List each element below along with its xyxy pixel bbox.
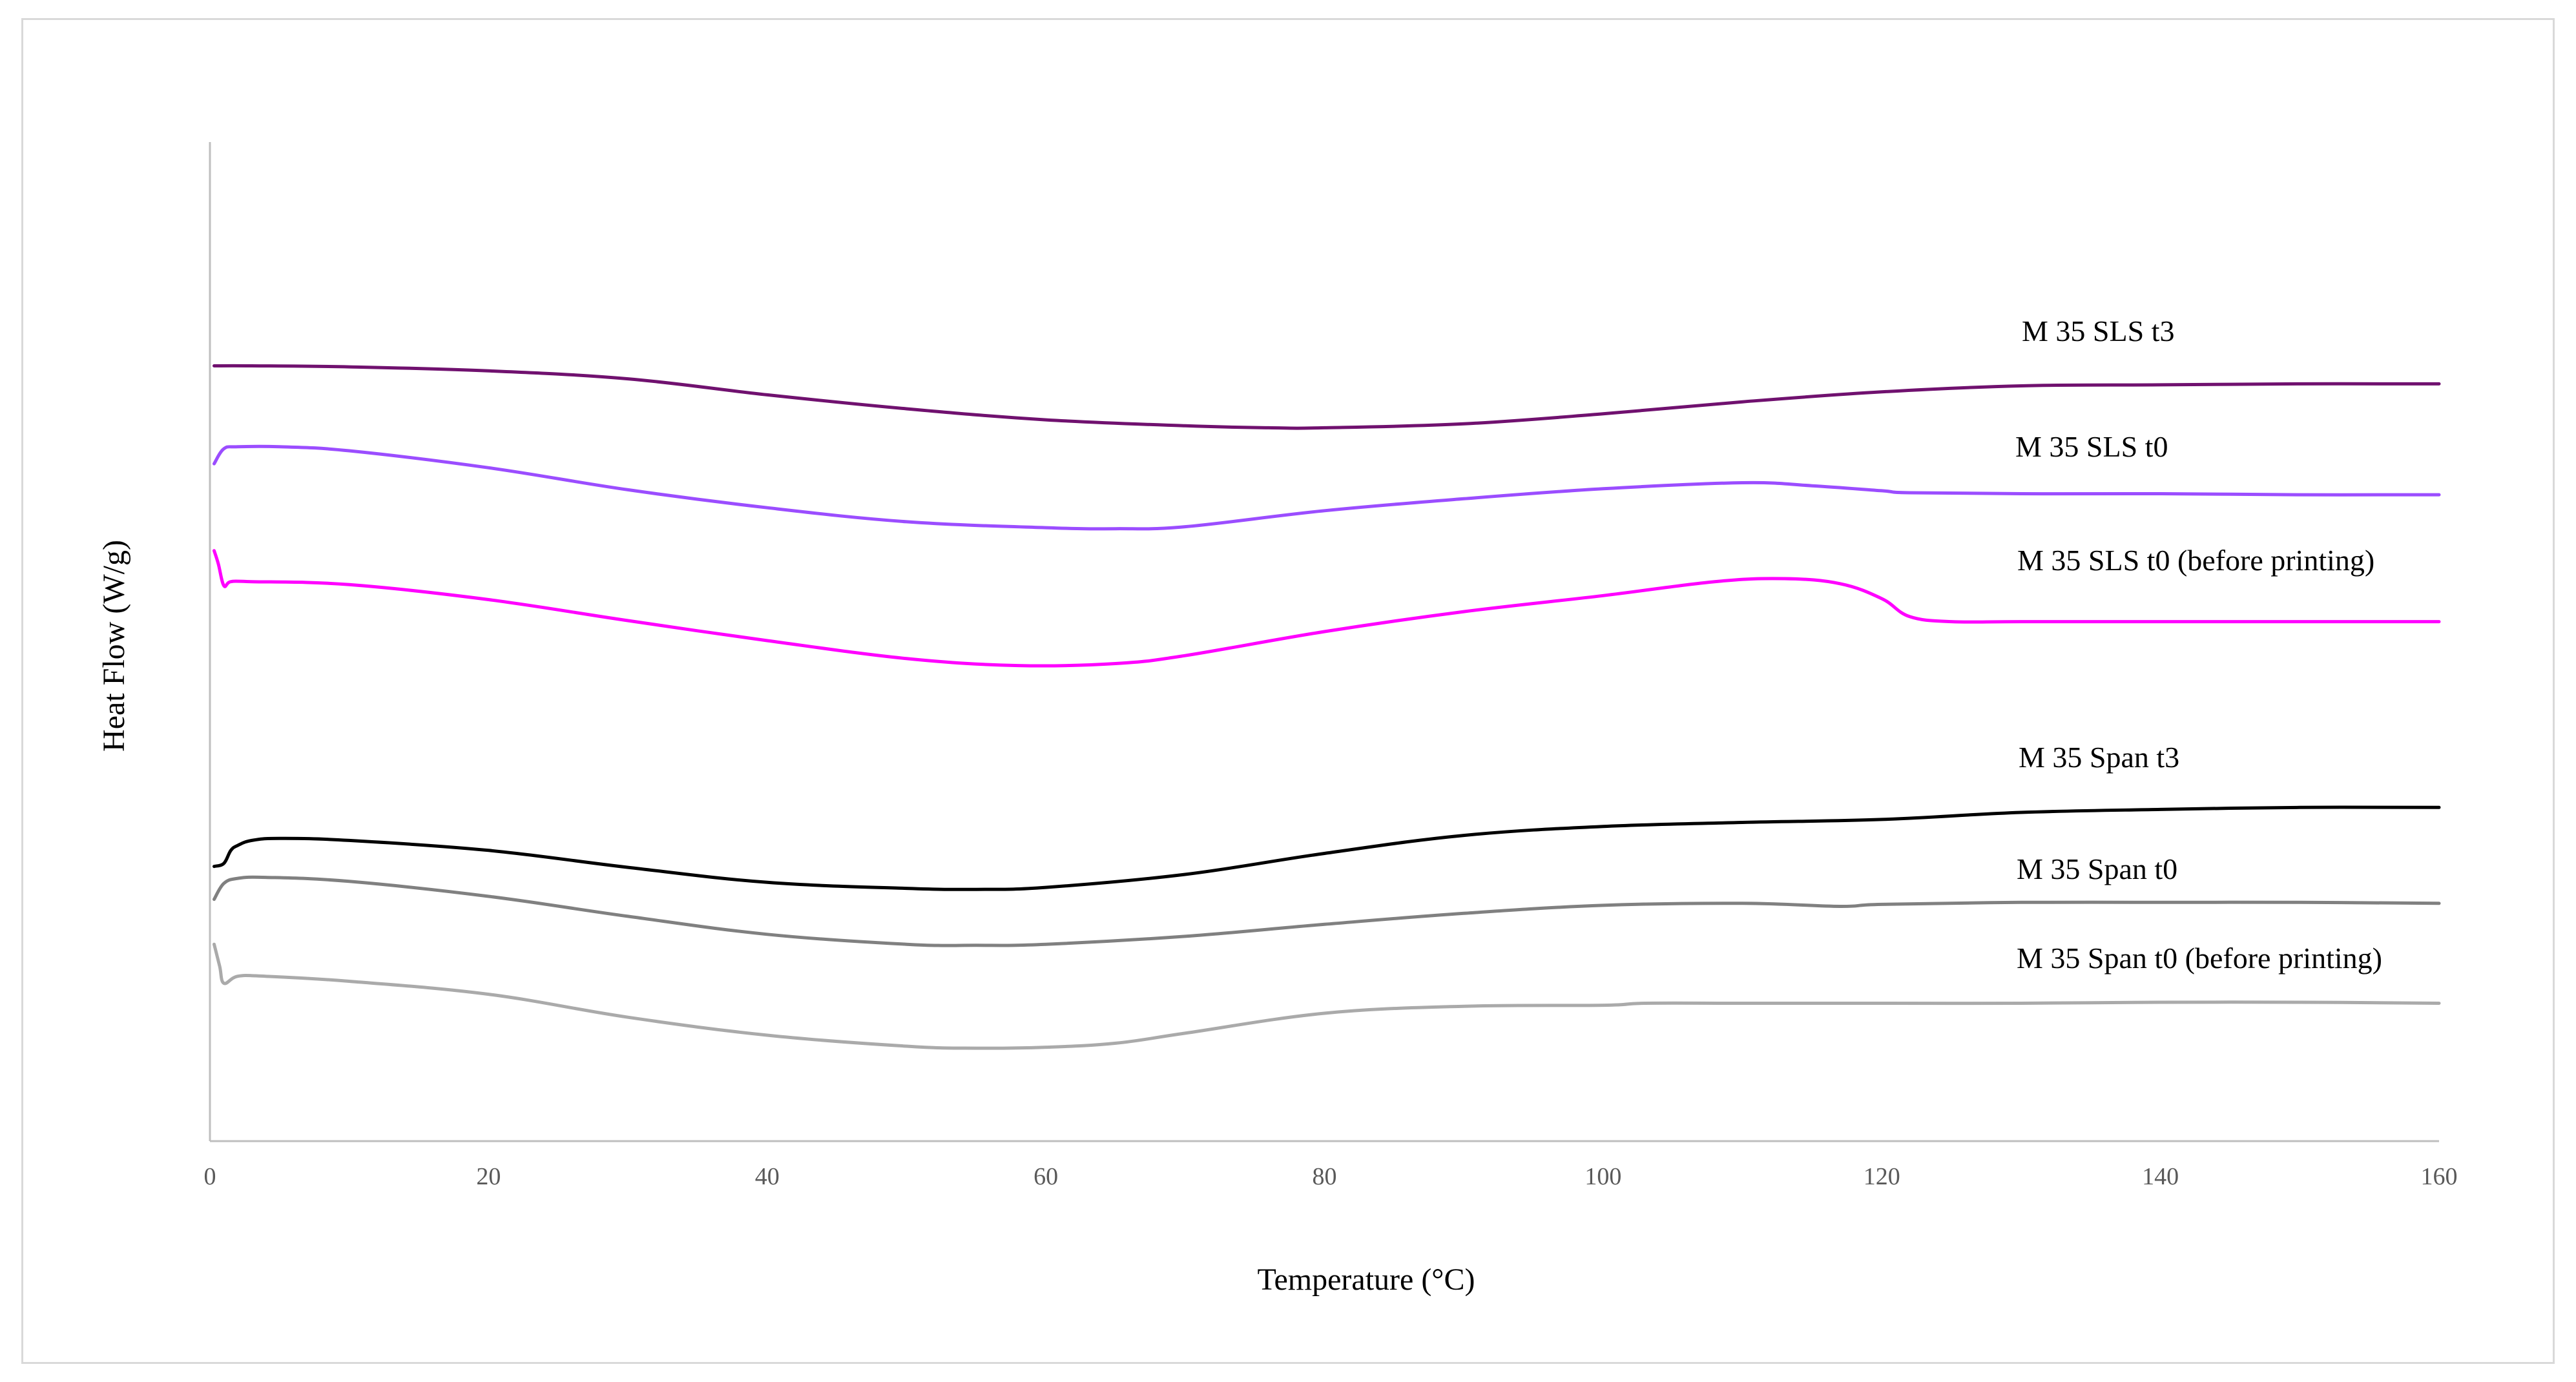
- series-line-m-35-span-t0: [213, 875, 2441, 947]
- x-tick-label: 100: [1584, 1163, 1621, 1190]
- x-tick-label: 120: [1864, 1163, 1900, 1190]
- x-tick-label: 20: [476, 1163, 501, 1190]
- x-tick-label: 0: [204, 1163, 216, 1190]
- series-labels: M 35 SLS t3 M 35 SLS t0 M 35 SLS t0 (befor…: [2015, 315, 2382, 975]
- x-axis-title: Temperature (°C): [1257, 1263, 1475, 1297]
- series-label-m-35-sls-t3: M 35 SLS t3: [2022, 315, 2174, 347]
- series-line-m-35-sls-t3: [213, 364, 2441, 430]
- series-line-m-35-sls-t0: [213, 444, 2441, 531]
- chart-axes: 0 20 40 60 80 100 120 140 160: [204, 142, 2458, 1190]
- x-tick-label: 140: [2142, 1163, 2179, 1190]
- series-label-m-35-span-t0: M 35 Span t0: [2017, 852, 2177, 885]
- series-label-m-35-span-t3: M 35 Span t3: [2019, 741, 2179, 774]
- series-label-m-35-span-t0-before-printing: M 35 Span t0 (before printing): [2017, 942, 2382, 975]
- series-label-m-35-sls-t0-before-printing: M 35 SLS t0 (before printing): [2017, 544, 2374, 577]
- series-line-m-35-span-t3: [213, 805, 2441, 891]
- x-tick-label: 160: [2421, 1163, 2458, 1190]
- x-tick-label: 80: [1313, 1163, 1337, 1190]
- series-lines: [213, 364, 2441, 1050]
- series-line-m-35-span-t0-before-printing: [213, 942, 2441, 1050]
- y-axis-title: Heat Flow (W/g): [97, 540, 131, 752]
- series-label-m-35-sls-t0: M 35 SLS t0: [2015, 430, 2168, 463]
- x-tick-label: 60: [1034, 1163, 1058, 1190]
- series-line-m-35-sls-t0-before-printing: [213, 549, 2441, 668]
- x-tick-label: 40: [755, 1163, 780, 1190]
- chart-frame: [21, 18, 2555, 1364]
